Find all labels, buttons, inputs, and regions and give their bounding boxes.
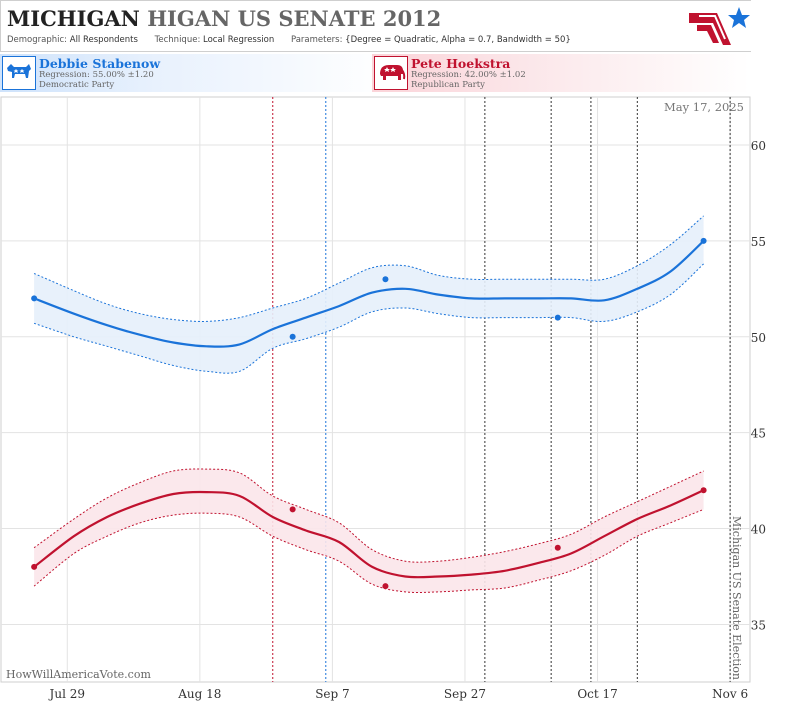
x-tick-label: Sep 27 <box>444 687 486 701</box>
poll-point <box>289 333 296 340</box>
x-tick-label: Oct 17 <box>577 687 617 701</box>
demographic-value: All Respondents <box>69 35 138 45</box>
page-title: MICHIGAN HIGAN US SENATE 2012 <box>7 6 441 31</box>
technique-label: Technique: <box>154 35 201 45</box>
y-tick-label: 40 <box>751 523 766 537</box>
date-label: May 17, 2025 <box>664 100 744 114</box>
y-tick-label: 50 <box>751 331 766 345</box>
y-tick-label: 55 <box>751 235 766 249</box>
poll-point <box>31 295 38 302</box>
candidate-regression-democrat: Regression: 55.00% ±1.20 <box>39 70 154 80</box>
x-tick-label: Nov 6 <box>712 687 748 701</box>
poll-point <box>700 487 707 494</box>
poll-point <box>289 506 296 513</box>
x-tick-label: Sep 7 <box>315 687 349 701</box>
poll-point <box>382 583 389 590</box>
lower-bound-line <box>33 263 704 374</box>
header: MICHIGAN HIGAN US SENATE 2012 Demographi… <box>0 0 751 52</box>
poll-point <box>382 276 389 283</box>
technique-value: Local Regression <box>203 35 275 45</box>
flag-star-logo-icon <box>689 7 750 45</box>
parameters-line: Demographic: All Respondents Technique: … <box>7 35 571 45</box>
x-tick-label: Aug 18 <box>177 687 221 701</box>
trend-line <box>33 240 705 348</box>
election-label: Michigan US Senate Election <box>730 516 743 680</box>
watermark: HowWillAmericaVote.com <box>6 668 151 681</box>
candidate-panel-democrat: Debbie Stabenow Regression: 55.00% ±1.20… <box>0 54 389 92</box>
candidate-name-republican: Pete Hoekstra <box>411 56 511 71</box>
title-state: MICHIGAN <box>7 6 140 31</box>
poll-point <box>554 314 561 321</box>
donkey-icon <box>2 56 36 90</box>
title-rest: HIGAN US SENATE 2012 <box>147 6 442 31</box>
poll-point <box>31 563 38 570</box>
candidate-name-democrat: Debbie Stabenow <box>39 56 161 71</box>
elephant-icon <box>374 56 408 90</box>
y-tick-label: 45 <box>751 427 766 441</box>
upper-bound-line <box>33 215 704 322</box>
candidate-panel-republican: Pete Hoekstra Regression: 42.00% ±1.02 R… <box>372 54 750 92</box>
y-tick-label: 60 <box>751 139 766 153</box>
parameters-value: {Degree = Quadratic, Alpha = 0.7, Bandwi… <box>345 35 571 45</box>
candidate-party-democrat: Democratic Party <box>39 80 115 90</box>
x-tick-label: Jul 29 <box>48 687 85 701</box>
candidate-party-republican: Republican Party <box>411 80 485 90</box>
confidence-band <box>34 468 704 593</box>
poll-point <box>700 237 707 244</box>
trend-line <box>33 489 705 579</box>
upper-bound-line <box>33 468 704 563</box>
parameters-label: Parameters: <box>290 35 343 45</box>
demographic-label: Demographic: <box>7 35 68 45</box>
poll-point <box>554 544 561 551</box>
candidate-regression-republican: Regression: 42.00% ±1.02 <box>411 70 526 80</box>
y-tick-label: 35 <box>751 618 766 632</box>
